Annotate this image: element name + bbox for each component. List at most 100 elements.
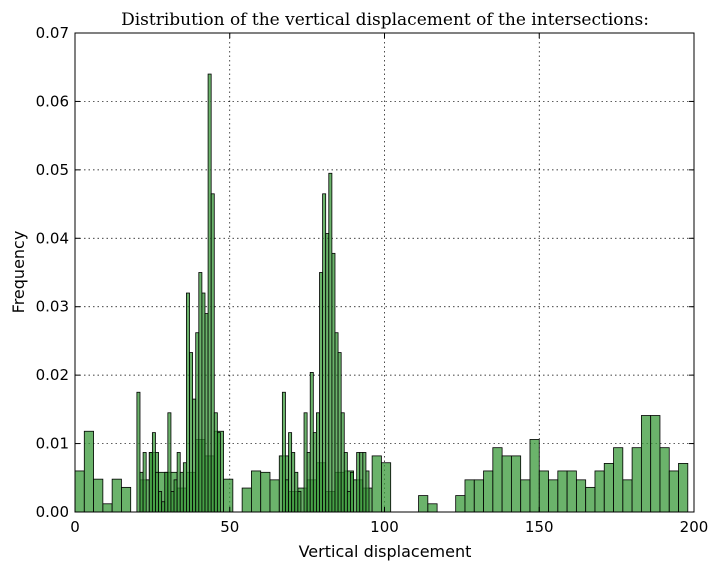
histogram-bar — [204, 313, 209, 513]
histogram-bar — [510, 455, 522, 513]
histogram-bar — [337, 352, 342, 513]
histogram-bar — [303, 412, 308, 513]
histogram-bar — [93, 478, 104, 513]
x-tick-label: 50 — [220, 518, 239, 536]
histogram-bar — [319, 272, 324, 513]
histogram-bar — [179, 471, 184, 513]
histogram-bar — [325, 233, 330, 513]
histogram-bar — [309, 372, 314, 513]
chart-title: Distribution of the vertical displacemen… — [121, 10, 649, 30]
histogram-bar — [334, 332, 339, 513]
histogram-bar — [350, 471, 354, 513]
histogram-bar — [186, 292, 190, 513]
histogram-bar — [173, 479, 178, 513]
histogram-bar — [371, 455, 382, 513]
histogram-bar — [529, 439, 540, 513]
histogram-bar — [340, 412, 345, 513]
histogram-bar — [312, 432, 317, 513]
histogram-bar — [343, 452, 348, 513]
histogram-bar — [473, 479, 484, 513]
histogram-bar — [216, 432, 221, 513]
histogram-bar — [251, 470, 262, 513]
histogram-bars — [74, 73, 689, 513]
histogram-bar — [306, 452, 311, 513]
histogram-bar — [136, 391, 141, 513]
histogram-bar — [455, 495, 466, 513]
histogram-bar — [294, 471, 299, 513]
histogram-bar — [297, 491, 302, 513]
histogram-bar — [189, 352, 194, 513]
histogram-bar — [161, 501, 166, 513]
histogram-bar — [195, 332, 200, 513]
y-tick-label: 0.02 — [36, 366, 69, 384]
histogram-bar — [362, 452, 367, 513]
histogram-bar — [167, 412, 172, 513]
x-tick-label: 200 — [680, 518, 709, 536]
histogram-bar — [365, 470, 370, 513]
histogram-bar — [269, 479, 280, 513]
histogram-bar — [223, 478, 234, 513]
x-tick-label: 150 — [525, 518, 554, 536]
histogram-bar — [427, 503, 438, 513]
histogram-bar — [213, 412, 218, 513]
histogram-bar — [148, 452, 153, 513]
histogram-bar — [241, 487, 252, 513]
histogram-bar — [111, 478, 122, 513]
histogram-bar — [291, 452, 296, 513]
histogram-bar — [198, 272, 203, 513]
histogram-bar — [288, 432, 293, 513]
histogram-bar — [464, 479, 475, 513]
histogram-bar — [281, 391, 286, 513]
y-tick-label: 0.04 — [36, 229, 69, 247]
histogram-bar — [83, 430, 94, 513]
histogram-bar — [594, 470, 605, 513]
histogram-bar — [285, 479, 289, 513]
histogram-bar — [659, 447, 670, 513]
histogram-bar — [483, 470, 494, 513]
histogram-bar — [538, 470, 549, 513]
histogram-bar — [139, 471, 144, 513]
histogram-bar — [346, 491, 351, 513]
grid-lines — [75, 33, 694, 512]
x-tick-labels: 0 50 100 150 200 — [70, 518, 708, 536]
histogram-bar — [207, 73, 212, 513]
histogram-bar — [328, 172, 333, 513]
histogram-bar — [158, 491, 163, 513]
histogram-bar — [548, 479, 559, 513]
histogram-bar — [155, 471, 159, 513]
histogram-bar — [613, 447, 624, 513]
histogram-bar — [557, 470, 568, 513]
y-tick-label: 0.01 — [36, 435, 69, 453]
histogram-bar — [170, 491, 175, 513]
histogram-bar — [176, 452, 181, 513]
y-tick-label: 0.05 — [36, 161, 69, 179]
y-axis-label: Frequency — [9, 231, 28, 314]
histogram-bar — [678, 463, 689, 513]
histogram-bar — [381, 462, 392, 513]
histogram-bar — [668, 470, 679, 513]
histogram-bar — [650, 415, 661, 513]
x-tick-label: 100 — [370, 518, 399, 536]
histogram-bar — [142, 452, 147, 513]
histogram-bar — [151, 432, 156, 513]
histogram-bar — [603, 463, 614, 513]
histogram-bar — [418, 495, 429, 513]
y-tick-label: 0.07 — [36, 24, 69, 42]
histogram-bar — [322, 193, 327, 513]
histogram-bar — [192, 398, 197, 513]
histogram-bar — [316, 412, 320, 513]
histogram-bar — [501, 455, 512, 513]
x-axis-label: Vertical displacement — [299, 542, 472, 561]
y-tick-label: 0.06 — [36, 92, 69, 110]
histogram-bar — [631, 447, 642, 513]
histogram-bar — [492, 447, 503, 513]
histogram-bar — [331, 252, 336, 513]
histogram-bar — [182, 462, 187, 513]
histogram-bar — [74, 470, 85, 513]
histogram-bar — [359, 452, 364, 513]
y-tick-labels: 0.00 0.01 0.02 0.03 0.04 0.05 0.06 0.07 — [36, 24, 69, 521]
histogram-bar — [622, 479, 633, 513]
histogram-bar — [260, 471, 271, 513]
x-tick-label: 0 — [70, 518, 80, 536]
